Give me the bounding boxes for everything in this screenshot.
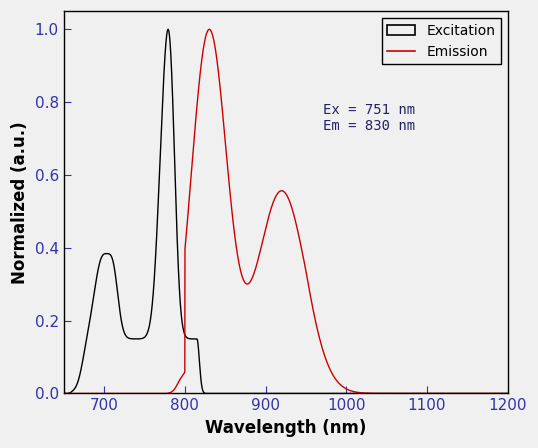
Legend: Excitation, Emission: Excitation, Emission bbox=[381, 18, 501, 64]
X-axis label: Wavelength (nm): Wavelength (nm) bbox=[205, 419, 366, 437]
Y-axis label: Normalized (a.u.): Normalized (a.u.) bbox=[11, 121, 29, 284]
Text: Ex = 751 nm
Em = 830 nm: Ex = 751 nm Em = 830 nm bbox=[323, 103, 415, 133]
